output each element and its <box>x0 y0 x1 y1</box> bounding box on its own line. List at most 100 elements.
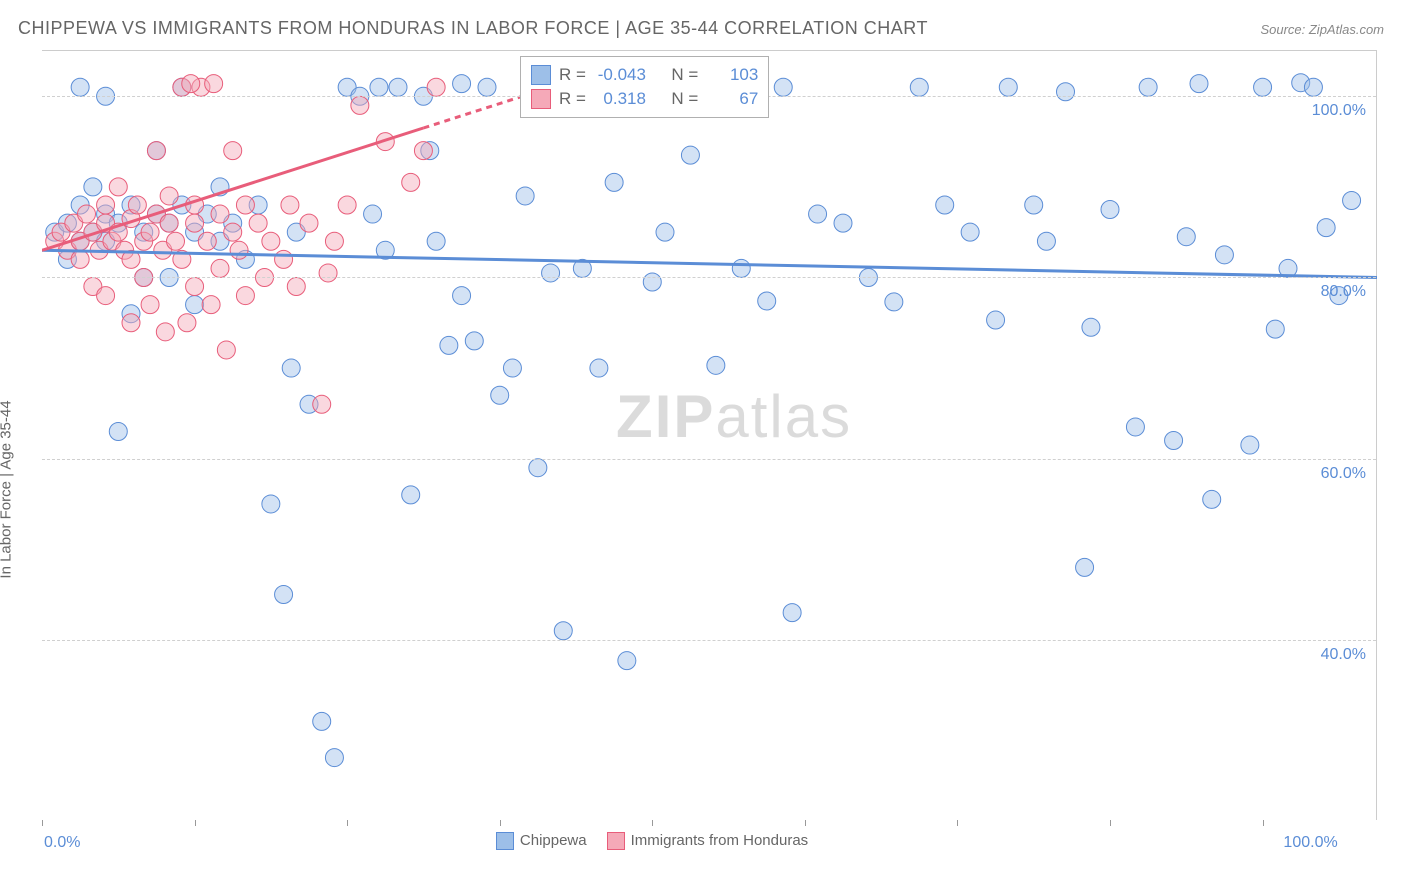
data-point <box>205 75 223 93</box>
legend-label: Chippewa <box>520 832 587 849</box>
x-tick <box>347 820 348 826</box>
data-point <box>618 652 636 670</box>
x-tick <box>500 820 501 826</box>
data-point <box>370 78 388 96</box>
chart-container: CHIPPEWA VS IMMIGRANTS FROM HONDURAS IN … <box>0 0 1406 892</box>
data-point <box>732 259 750 277</box>
scatter-chart-svg <box>42 51 1377 821</box>
data-point <box>542 264 560 282</box>
stats-n-label: N = <box>671 65 698 85</box>
data-point <box>1126 418 1144 436</box>
data-point <box>1101 201 1119 219</box>
data-point <box>1241 436 1259 454</box>
data-point <box>167 232 185 250</box>
data-point <box>681 146 699 164</box>
data-point <box>1082 318 1100 336</box>
data-point <box>1025 196 1043 214</box>
data-point <box>402 486 420 504</box>
data-point <box>987 311 1005 329</box>
data-point <box>109 178 127 196</box>
data-point <box>186 214 204 232</box>
x-tick <box>805 820 806 826</box>
y-tick-label: 40.0% <box>1321 646 1366 664</box>
data-point <box>910 78 928 96</box>
legend-label: Immigrants from Honduras <box>631 832 809 849</box>
data-point <box>211 205 229 223</box>
data-point <box>186 278 204 296</box>
data-point <box>141 296 159 314</box>
data-point <box>325 232 343 250</box>
data-point <box>160 214 178 232</box>
data-point <box>313 712 331 730</box>
data-point <box>1076 558 1094 576</box>
data-point <box>211 259 229 277</box>
data-point <box>230 241 248 259</box>
data-point <box>453 287 471 305</box>
stats-r-value: -0.043 <box>594 65 646 85</box>
data-point <box>275 586 293 604</box>
data-point <box>503 359 521 377</box>
y-tick-label: 100.0% <box>1312 102 1366 120</box>
data-point <box>224 223 242 241</box>
stats-n-label: N = <box>671 89 698 109</box>
data-point <box>1177 228 1195 246</box>
data-point <box>834 214 852 232</box>
data-point <box>249 214 267 232</box>
data-point <box>147 142 165 160</box>
data-point <box>590 359 608 377</box>
stats-r-value: 0.318 <box>594 89 646 109</box>
data-point <box>122 314 140 332</box>
data-point <box>1190 75 1208 93</box>
data-point <box>319 264 337 282</box>
y-tick-label: 60.0% <box>1321 465 1366 483</box>
data-point <box>156 323 174 341</box>
gridline <box>42 277 1376 278</box>
y-tick-label: 80.0% <box>1321 283 1366 301</box>
data-point <box>351 96 369 114</box>
data-point <box>478 78 496 96</box>
data-point <box>529 459 547 477</box>
data-point <box>554 622 572 640</box>
data-point <box>1139 78 1157 96</box>
data-point <box>1343 191 1361 209</box>
data-point <box>516 187 534 205</box>
y-axis-label: In Labor Force | Age 35-44 <box>0 401 15 579</box>
data-point <box>961 223 979 241</box>
data-point <box>224 142 242 160</box>
data-point <box>186 296 204 314</box>
chart-title: CHIPPEWA VS IMMIGRANTS FROM HONDURAS IN … <box>18 18 928 39</box>
data-point <box>182 75 200 93</box>
data-point <box>282 359 300 377</box>
data-point <box>364 205 382 223</box>
stats-n-value: 67 <box>706 89 758 109</box>
data-point <box>1304 78 1322 96</box>
data-point <box>97 287 115 305</box>
data-point <box>202 296 220 314</box>
x-axis-min-label: 0.0% <box>44 834 80 852</box>
data-point <box>402 173 420 191</box>
x-tick <box>652 820 653 826</box>
data-point <box>217 341 235 359</box>
data-point <box>313 395 331 413</box>
source-attribution: Source: ZipAtlas.com <box>1260 22 1384 37</box>
data-point <box>71 250 89 268</box>
data-point <box>84 178 102 196</box>
stats-row: R =0.318 N =67 <box>531 87 758 111</box>
data-point <box>325 749 343 767</box>
x-tick <box>1263 820 1264 826</box>
data-point <box>783 604 801 622</box>
x-axis-max-label: 100.0% <box>1283 834 1337 852</box>
legend-swatch <box>607 832 625 850</box>
data-point <box>440 336 458 354</box>
data-point <box>1266 320 1284 338</box>
correlation-stats-box: R =-0.043 N =103R =0.318 N =67 <box>520 56 769 118</box>
data-point <box>236 287 254 305</box>
legend-item: Immigrants from Honduras <box>607 832 809 850</box>
data-point <box>287 278 305 296</box>
data-point <box>160 187 178 205</box>
legend-item: Chippewa <box>496 832 587 850</box>
plot-area: ZIPatlas 40.0%60.0%80.0%100.0% <box>42 50 1377 820</box>
data-point <box>338 196 356 214</box>
data-point <box>491 386 509 404</box>
data-point <box>885 293 903 311</box>
